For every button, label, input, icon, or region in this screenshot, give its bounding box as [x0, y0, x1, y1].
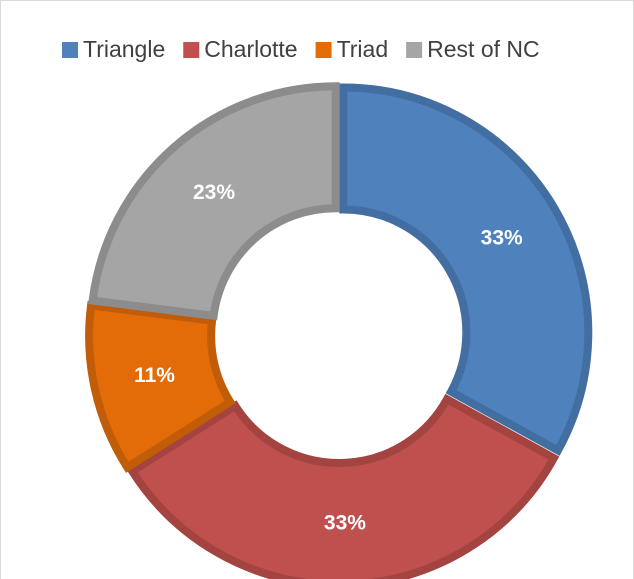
legend-label: Triad [337, 36, 389, 62]
slice-label: 23% [193, 181, 235, 204]
legend-label: Rest of NC [427, 36, 539, 62]
legend-label: Charlotte [204, 36, 297, 62]
legend-swatch [315, 42, 332, 58]
slice-label: 33% [481, 226, 523, 249]
legend-swatch [183, 42, 200, 58]
donut-slice [339, 83, 593, 456]
legend-label: Triangle [83, 36, 165, 62]
slice-label: 33% [324, 511, 366, 534]
donut-slice [126, 393, 560, 579]
donut-slice [85, 300, 236, 473]
donut-slice [88, 82, 340, 321]
slice-label: 11% [134, 364, 175, 387]
legend-swatch [406, 42, 423, 58]
legend-swatch [62, 42, 78, 58]
